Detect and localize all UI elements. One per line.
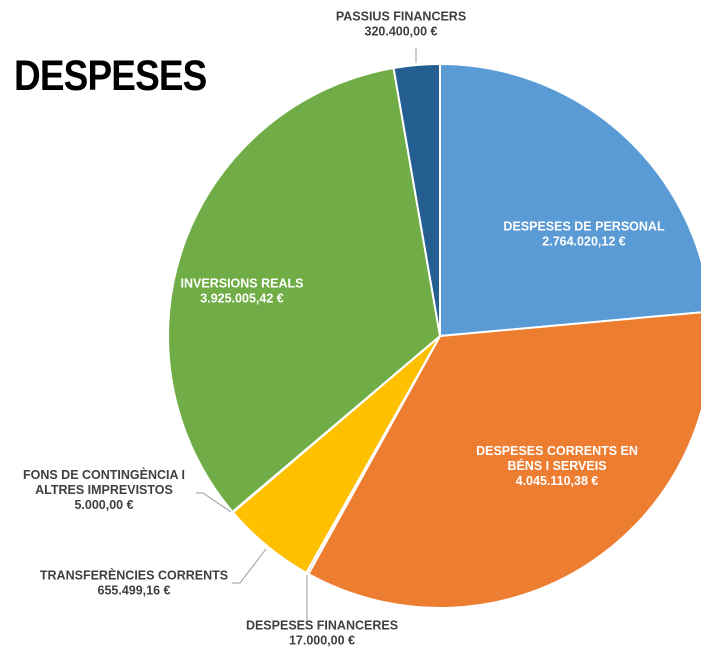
data-label-transferencies-corrents: TRANSFERÈNCIES CORRENTS 655.499,16 € — [40, 568, 228, 598]
data-label-passius-financers: PASSIUS FINANCERS 320.400,00 € — [336, 10, 466, 39]
slice-value-label: 3.925.005,42 € — [200, 292, 283, 306]
slice-value-label: 655.499,16 € — [98, 584, 171, 598]
slice-value-label: 4.045.110,38 € — [516, 474, 599, 488]
slice-category-label: ALTRES IMPREVISTOS — [35, 483, 173, 497]
slice-category-label: DESPESES DE PERSONAL — [503, 220, 665, 234]
leader-line-transferencies-corrents — [232, 548, 267, 584]
slice-category-label: BÉNS I SERVEIS — [507, 458, 606, 473]
slice-value-label: 17.000,00 € — [289, 634, 355, 648]
pie-slice-despeses-corrents-en-bens-i-serveis — [307, 311, 701, 610]
slice-category-label: PASSIUS FINANCERS — [336, 10, 466, 24]
slice-value-label: 2.764.020,12 € — [542, 235, 625, 249]
data-label-despeses-corrents-en-bens-i-serveis: DESPESES CORRENTS EN BÉNS I SERVEIS 4.045.… — [476, 444, 638, 488]
slice-value-label: 320.400,00 € — [365, 25, 438, 39]
pie-slice-passius-financers — [392, 63, 441, 337]
data-label-despeses-financeres: DESPESES FINANCERES 17.000,00 € — [246, 619, 398, 648]
slice-category-label: TRANSFERÈNCIES CORRENTS — [40, 568, 228, 583]
chart-title: DESPESES — [14, 52, 207, 100]
slice-category-label: DESPESES CORRENTS EN — [476, 444, 638, 458]
data-label-inversions-reals: INVERSIONS REALS 3.925.005,42 € — [181, 277, 304, 306]
slice-category-label: FONS DE CONTINGÈNCIA I — [23, 467, 185, 482]
pie-slice-inversions-reals — [167, 66, 441, 513]
slice-category-label: DESPESES FINANCERES — [246, 619, 398, 633]
pie-slice-despeses-de-personal — [439, 63, 701, 337]
slice-value-label: 5.000,00 € — [74, 498, 133, 512]
leader-line-fons-de-contingencia-i-altres-imprevistos — [196, 492, 232, 513]
data-label-fons-de-contingencia-i-altres-imprevistos: FONS DE CONTINGÈNCIA I ALTRES IMPREVISTOS… — [23, 467, 185, 512]
slice-category-label: INVERSIONS REALS — [181, 277, 304, 291]
data-label-despeses-de-personal: DESPESES DE PERSONAL 2.764.020,12 € — [503, 220, 665, 249]
